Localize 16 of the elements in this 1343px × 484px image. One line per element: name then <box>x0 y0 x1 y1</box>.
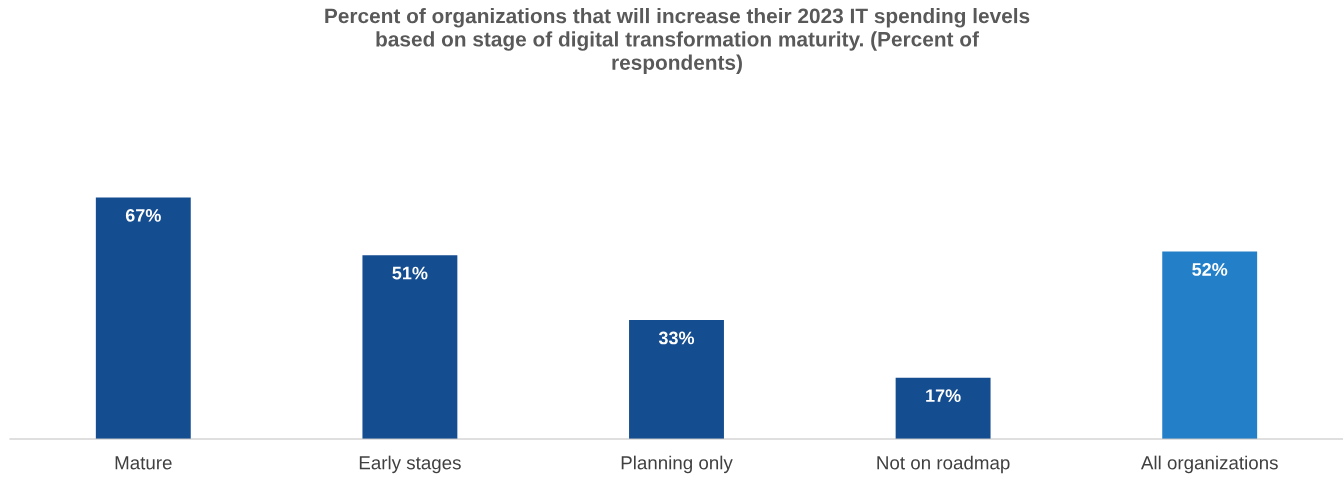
bar <box>629 320 724 439</box>
data-label: 17% <box>926 389 961 402</box>
data-label: 67% <box>125 208 161 222</box>
bar <box>895 377 991 439</box>
data-label: 51% <box>392 266 428 280</box>
bar <box>362 255 458 439</box>
x-tick-label: Not on roadmap <box>877 455 1010 474</box>
data-label: 52% <box>1192 263 1228 276</box>
bar <box>1162 251 1258 439</box>
chart-title: Percent of organizations that will increase their 2023 IT spending levels based on stage of digital transformation maturity. (Percent of respondents) <box>325 8 1030 74</box>
x-tick-label: Mature <box>115 456 172 470</box>
x-tick-label: Early stages <box>359 455 461 474</box>
x-tick-label: All organizations <box>1140 455 1278 474</box>
data-label: 33% <box>658 331 695 345</box>
bar <box>95 197 191 439</box>
x-tick-label: Planning only <box>621 455 733 474</box>
